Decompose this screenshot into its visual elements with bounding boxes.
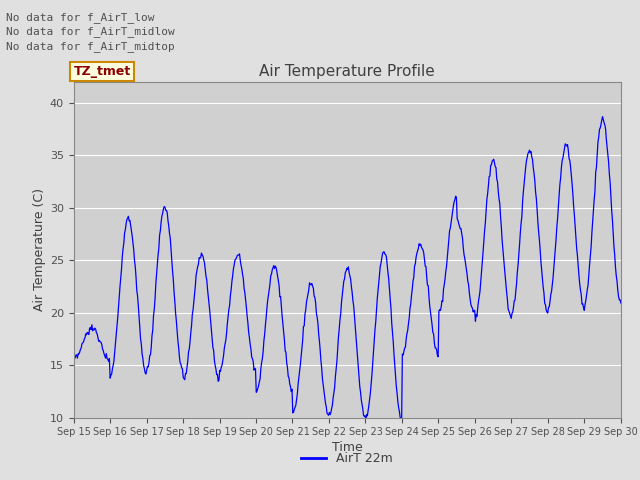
Text: No data for f_AirT_midlow: No data for f_AirT_midlow: [6, 26, 175, 37]
Legend: AirT 22m: AirT 22m: [296, 447, 398, 470]
X-axis label: Time: Time: [332, 442, 363, 455]
Text: No data for f_AirT_low: No data for f_AirT_low: [6, 12, 155, 23]
Title: Air Temperature Profile: Air Temperature Profile: [259, 64, 435, 79]
Y-axis label: Air Temperature (C): Air Temperature (C): [33, 188, 45, 311]
Text: TZ_tmet: TZ_tmet: [74, 65, 131, 78]
Text: No data for f_AirT_midtop: No data for f_AirT_midtop: [6, 41, 175, 52]
